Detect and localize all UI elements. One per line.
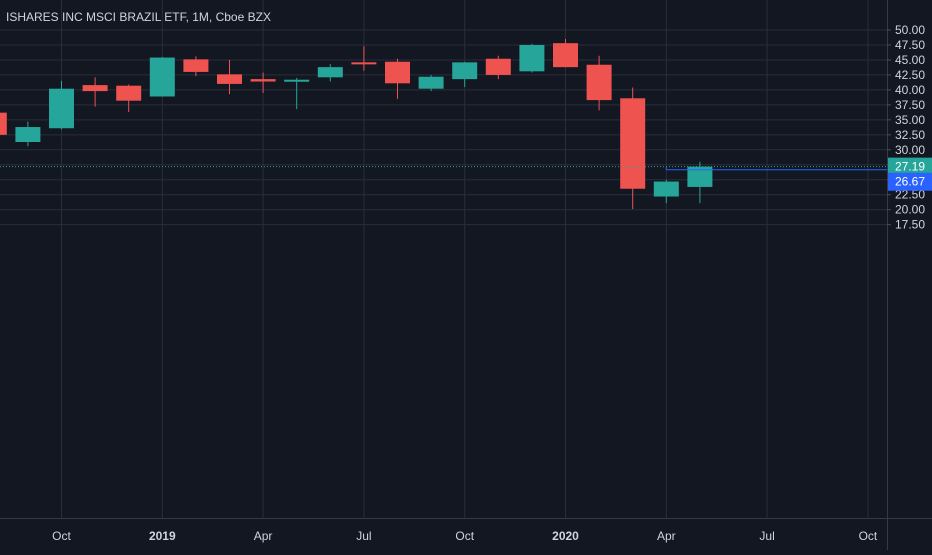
- candle-body[interactable]: [284, 79, 310, 82]
- candle-body[interactable]: [0, 112, 7, 135]
- y-tick-label: 20.00: [895, 203, 925, 217]
- x-tick-label: Jul: [759, 529, 774, 543]
- x-tick-label: Apr: [254, 529, 273, 543]
- candle-body[interactable]: [586, 64, 612, 101]
- x-tick-label: Oct: [52, 529, 71, 543]
- candle-body[interactable]: [250, 79, 276, 82]
- candle-body[interactable]: [385, 61, 410, 84]
- last-price-badge: [888, 157, 932, 176]
- y-tick-label: 32.50: [895, 128, 925, 142]
- candle-body[interactable]: [519, 44, 545, 72]
- x-tick-label: Jul: [356, 529, 371, 543]
- candle-body[interactable]: [82, 85, 108, 92]
- x-tick-label: 2019: [149, 529, 176, 543]
- candle-body[interactable]: [620, 98, 646, 189]
- x-tick-label: Apr: [657, 529, 676, 543]
- candle-body[interactable]: [485, 58, 511, 75]
- y-tick-label: 22.50: [895, 188, 925, 202]
- marker-price-label: 26.67: [895, 175, 925, 189]
- y-tick-label: 50.00: [895, 23, 925, 37]
- y-tick-label: 40.00: [895, 83, 925, 97]
- y-tick-label: 47.50: [895, 38, 925, 52]
- candle-body[interactable]: [452, 62, 478, 80]
- candle-body[interactable]: [687, 166, 713, 187]
- x-tick-label: Oct: [859, 529, 878, 543]
- marker-price-badge: [888, 172, 932, 191]
- candle-body[interactable]: [418, 76, 444, 89]
- candle-body[interactable]: [217, 74, 242, 84]
- y-tick-label: 17.50: [895, 218, 925, 232]
- candle-body[interactable]: [653, 181, 679, 197]
- y-tick-label: 30.00: [895, 143, 925, 157]
- candle-body[interactable]: [317, 67, 343, 78]
- candle-body[interactable]: [15, 127, 41, 143]
- candle-body[interactable]: [149, 57, 175, 97]
- candle-body[interactable]: [351, 62, 377, 65]
- y-tick-label: 37.50: [895, 98, 925, 112]
- y-tick-label: 35.00: [895, 113, 925, 127]
- candle-body[interactable]: [553, 43, 578, 68]
- y-tick-label: 45.00: [895, 53, 925, 67]
- y-tick-label: 42.50: [895, 68, 925, 82]
- x-tick-label: Oct: [455, 529, 474, 543]
- candle-body[interactable]: [183, 59, 209, 72]
- candle-body[interactable]: [49, 88, 74, 129]
- last-price-label: 27.19: [895, 160, 925, 174]
- x-tick-label: 2020: [552, 529, 579, 543]
- candle-body[interactable]: [116, 85, 142, 101]
- chart-title: ISHARES INC MSCI BRAZIL ETF, 1M, Cboe BZ…: [6, 10, 271, 24]
